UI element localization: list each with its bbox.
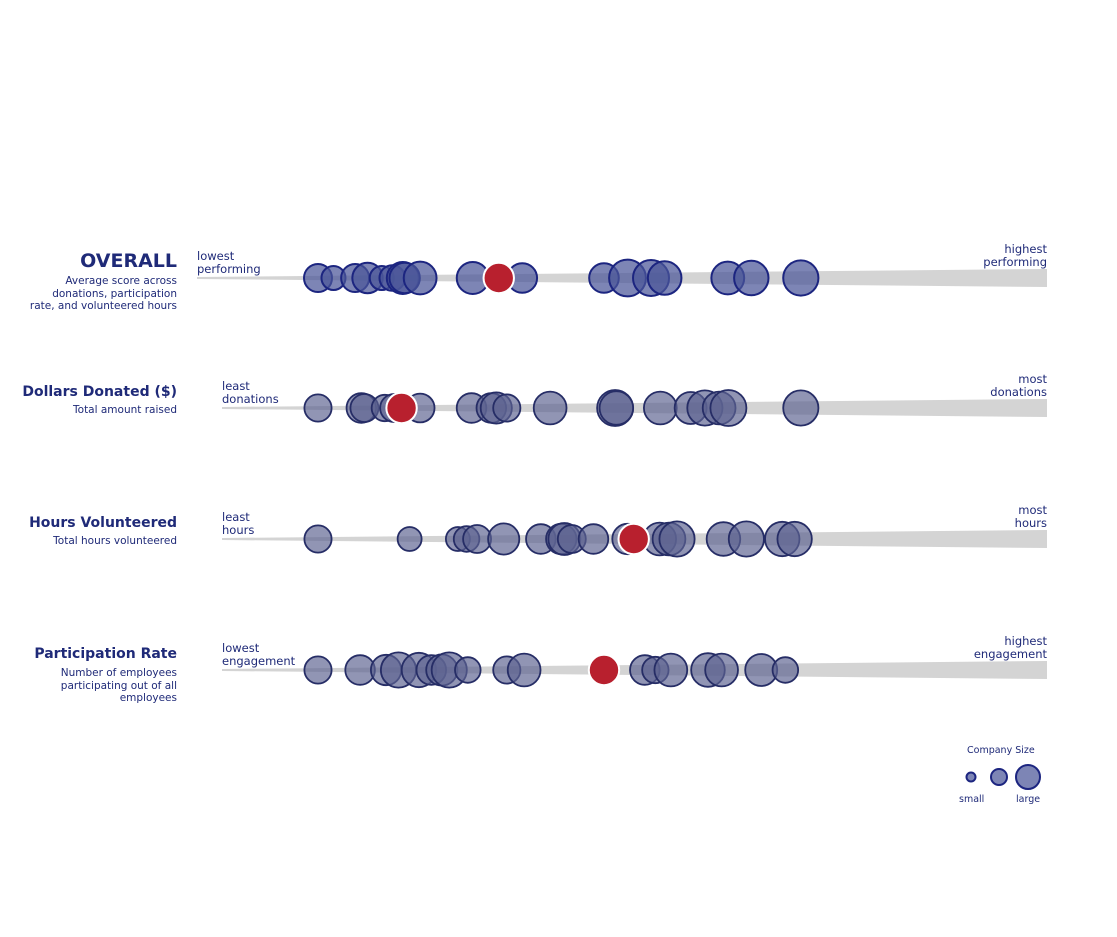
- company-bubble: [303, 393, 333, 423]
- legend-size-bubble: [1015, 764, 1041, 790]
- hours-volunteered-subtitle: Total hours volunteered: [53, 535, 177, 547]
- participation-high-label: highest engagement: [973, 634, 1047, 661]
- company-bubble: [704, 652, 739, 688]
- overall-low-label: lowest performing: [197, 249, 261, 276]
- dollars-high-label: most donations: [990, 372, 1047, 399]
- company-bubble: [776, 520, 813, 558]
- company-bubble: [462, 524, 492, 554]
- company-bubble: [782, 389, 820, 427]
- company-bubble: [646, 260, 683, 296]
- highlighted-company-bubble: [385, 391, 418, 425]
- overall-subtitle: Average score across donations, particip…: [29, 275, 177, 312]
- company-bubble: [782, 259, 820, 297]
- overall-title: OVERALL: [80, 250, 177, 272]
- dollars-low-label: least donations: [222, 379, 279, 406]
- company-bubble: [598, 390, 635, 426]
- participation-low-label: lowest engagement: [222, 641, 296, 668]
- legend-small-label: small: [959, 794, 985, 805]
- company-bubble: [402, 260, 438, 296]
- company-bubble: [733, 259, 770, 297]
- company-bubble: [532, 390, 568, 426]
- company-bubble: [487, 522, 521, 556]
- legend-large-label: large: [1016, 794, 1041, 805]
- company-bubble: [303, 655, 333, 685]
- participation-rate-title: Participation Rate: [34, 646, 177, 662]
- hours-volunteered-title: Hours Volunteered: [29, 515, 177, 531]
- highlighted-company-bubble: [617, 522, 650, 556]
- highlighted-company-bubble: [587, 653, 621, 687]
- company-bubble: [771, 656, 800, 684]
- company-bubble: [709, 389, 748, 427]
- dollars-donated-subtitle: Total amount raised: [73, 404, 177, 416]
- participation-rate-subtitle: Number of employees participating out of…: [60, 667, 177, 704]
- hours-high-label: most hours: [1014, 503, 1047, 530]
- company-bubble: [658, 520, 696, 558]
- dollars-donated-title: Dollars Donated ($): [22, 384, 177, 400]
- company-bubble: [653, 652, 689, 688]
- company-bubble: [454, 656, 482, 684]
- legend-title: Company Size: [967, 745, 1035, 756]
- company-bubble: [727, 520, 765, 558]
- company-bubble: [577, 523, 610, 555]
- company-bubble: [492, 393, 522, 423]
- highlighted-company-bubble: [482, 261, 515, 295]
- hours-low-label: least hours: [222, 510, 255, 537]
- overall-high-label: highest performing: [983, 242, 1047, 269]
- company-bubble: [396, 526, 423, 552]
- track-1: [222, 399, 1047, 417]
- company-bubble: [643, 390, 678, 426]
- legend-size-bubble: [965, 771, 977, 783]
- company-bubble: [506, 652, 542, 688]
- legend-size-bubble: [990, 768, 1008, 786]
- company-bubble: [303, 524, 333, 554]
